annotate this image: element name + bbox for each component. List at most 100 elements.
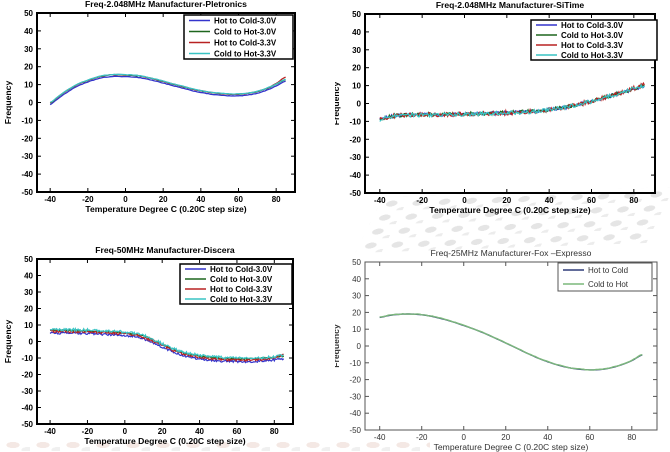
- x-tick-label: 60: [587, 196, 596, 205]
- y-tick-label: 0: [357, 342, 362, 351]
- series-hot-to-cold-3-0v: [49, 75, 286, 106]
- y-tick-label: 10: [24, 321, 33, 330]
- y-tick-label: -20: [349, 135, 361, 144]
- y-tick-label: -30: [21, 152, 33, 161]
- y-tick-label: -30: [349, 392, 361, 401]
- y-tick-label: 50: [352, 258, 361, 267]
- x-tick-label: 20: [501, 433, 510, 442]
- y-tick-label: 40: [24, 272, 33, 281]
- series-hot-to-cold-3-3v: [50, 329, 284, 363]
- legend-box: [530, 19, 658, 61]
- x-tick-label: 60: [234, 195, 243, 204]
- y-tick-label: -30: [349, 153, 361, 162]
- y-tick-label: -40: [349, 171, 361, 180]
- y-tick-label: -10: [349, 359, 361, 368]
- x-tick-label: 20: [158, 427, 167, 436]
- series-cold-to-hot-3-3v: [49, 73, 286, 103]
- y-axis-label: Frequency: [335, 82, 341, 126]
- x-tick-label: 0: [123, 195, 128, 204]
- series-cold-to-hot-3-3v: [379, 83, 645, 122]
- x-axis-label: Temperature Degree C (0.20C step size): [434, 442, 589, 452]
- x-tick-label: -40: [44, 427, 56, 436]
- legend-label: Hot to Cold-3.0V: [214, 17, 277, 26]
- series-cold-to-hot: [379, 312, 643, 371]
- y-tick-label: -50: [349, 426, 361, 435]
- y-tick-label: 20: [352, 64, 361, 73]
- x-axis-label: Temperature Degree C (0.20C step size): [85, 204, 246, 214]
- y-tick-label: -40: [349, 409, 361, 418]
- x-tick-label: 80: [270, 427, 279, 436]
- x-axis-label: Temperature Degree C (0.20C step size): [429, 205, 590, 215]
- x-tick-label: -20: [416, 196, 428, 205]
- y-axis-label: Frequency: [3, 320, 13, 364]
- legend-label: Hot to Cold-3.0V: [561, 21, 624, 30]
- legend-label: Hot to Cold-3.3V: [561, 41, 624, 50]
- x-tick-label: -20: [82, 427, 94, 436]
- legend-box: [179, 263, 293, 305]
- chart-canvas: -40 -20 0 20 40 60 80 -50 -40 -30 -20 -10 0 10 20 30 40 5…: [3, 245, 294, 446]
- chart-title: Freq-2.048MHz Manufacturer-Pletronics: [85, 0, 247, 9]
- legend-label: Cold to Hot-3.3V: [210, 295, 273, 304]
- y-tick-label: 30: [24, 45, 33, 54]
- y-tick-label: 0: [29, 99, 34, 108]
- chart-fox-expresso: -40 -20 0 20 40 60 80 -50 -40 -30 -20 -10 0 10 20 30 40 5…: [335, 226, 670, 452]
- x-tick-label: 20: [159, 195, 168, 204]
- x-tick-label: 0: [462, 433, 467, 442]
- chart-canvas: -40 -20 0 20 40 60 80 -50 -40 -30 -20 -10 0 10 20 30 40 5…: [335, 248, 658, 452]
- chart-title: Freq-2.048MHz Manufacturer-SiTime: [436, 0, 585, 10]
- legend-label: Hot to Cold: [588, 266, 628, 275]
- y-tick-label: 40: [352, 28, 361, 37]
- legend-label: Cold to Hot-3.0V: [214, 28, 277, 37]
- x-tick-label: 80: [629, 196, 638, 205]
- y-tick-label: -50: [21, 420, 33, 429]
- y-tick-label: 50: [24, 9, 33, 18]
- legend-label: Cold to Hot-3.3V: [214, 50, 277, 59]
- y-tick-label: 40: [24, 27, 33, 36]
- y-tick-label: -50: [21, 188, 33, 197]
- x-tick-label: 60: [232, 427, 241, 436]
- y-tick-label: -40: [21, 170, 33, 179]
- y-tick-label: 20: [352, 308, 361, 317]
- legend-box: [183, 14, 294, 60]
- chart-canvas: -40 -20 0 20 40 60 80 -50 -40 -30 -20 -10 0 10 20 30 40 5…: [335, 0, 658, 215]
- x-tick-label: 0: [123, 427, 128, 436]
- y-tick-label: 10: [352, 82, 361, 91]
- x-tick-label: 40: [543, 433, 552, 442]
- chart-discera: -40 -20 0 20 40 60 80 -50 -40 -30 -20 -10 0 10 20 30 40 5…: [0, 226, 335, 452]
- series-hot-to-cold: [379, 313, 643, 371]
- series-hot-to-cold-3-3v: [49, 73, 286, 104]
- x-tick-label: -40: [374, 196, 386, 205]
- y-tick-label: 30: [352, 46, 361, 55]
- x-tick-label: -40: [374, 433, 386, 442]
- chart-canvas: -40 -20 0 20 40 60 80 -50 -40 -30 -20 -10 0 10 20 30 40 5…: [3, 0, 296, 214]
- x-tick-label: 60: [585, 433, 594, 442]
- x-tick-label: 40: [195, 427, 204, 436]
- y-tick-label: 10: [24, 81, 33, 90]
- y-tick-label: 20: [24, 305, 33, 314]
- y-tick-label: 30: [352, 292, 361, 301]
- series-cold-to-hot-3-3v: [49, 327, 284, 361]
- x-tick-label: 80: [272, 195, 281, 204]
- y-tick-label: 50: [352, 10, 361, 19]
- y-tick-label: 30: [24, 288, 33, 297]
- legend-label: Hot to Cold-3.3V: [214, 39, 277, 48]
- y-tick-label: -20: [21, 134, 33, 143]
- series-cold-to-hot-3-0v: [49, 74, 286, 104]
- y-tick-label: 10: [352, 325, 361, 334]
- y-tick-label: 0: [357, 100, 362, 109]
- y-tick-label: -10: [21, 354, 33, 363]
- chart-title: Freq-50MHz Manufacturer-Discera: [95, 245, 235, 255]
- y-tick-label: 20: [24, 63, 33, 72]
- chart-sitime: -40 -20 0 20 40 60 80 -50 -40 -30 -20 -10 0 10 20 30 40 5…: [335, 0, 670, 226]
- y-tick-label: 40: [352, 275, 361, 284]
- x-tick-label: 20: [502, 196, 511, 205]
- legend-label: Cold to Hot-3.0V: [561, 31, 624, 40]
- x-tick-label: 40: [545, 196, 554, 205]
- x-tick-label: 40: [196, 195, 205, 204]
- chart-title: Freq-25MHz Manufacturer-Fox –Expresso: [431, 248, 592, 258]
- legend-label: Hot to Cold-3.3V: [210, 285, 273, 294]
- y-tick-label: -20: [349, 376, 361, 385]
- x-tick-label: 80: [627, 433, 636, 442]
- y-tick-label: -10: [21, 116, 33, 125]
